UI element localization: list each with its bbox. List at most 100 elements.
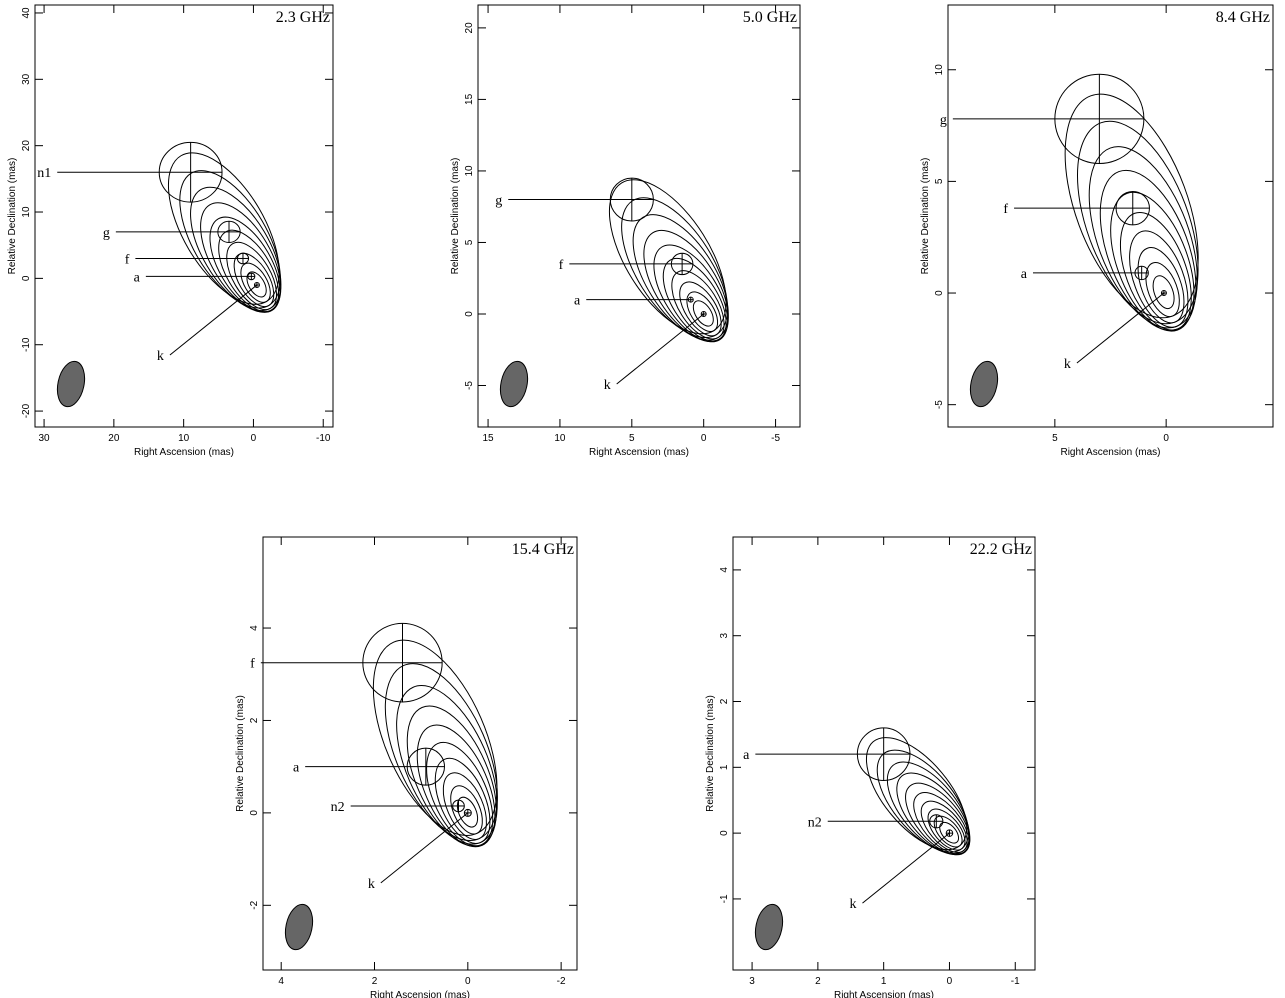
beam — [967, 359, 1002, 409]
component-label: k — [604, 378, 611, 393]
x-tick-label: 10 — [554, 433, 566, 444]
component-label: a — [1021, 267, 1028, 282]
y-tick-label: 0 — [21, 275, 32, 281]
frequency-label: 22.2 GHz — [970, 541, 1032, 558]
x-tick-label: 0 — [251, 433, 257, 444]
y-tick-label: 15 — [464, 93, 475, 105]
y-tick-label: 0 — [719, 830, 730, 836]
x-tick-label: 0 — [465, 976, 471, 987]
component-label: n2 — [331, 800, 345, 815]
x-tick-label: 5 — [629, 433, 635, 444]
x-tick-label: -2 — [557, 976, 566, 987]
y-tick-label: 2 — [719, 698, 730, 704]
x-axis-label: Right Ascension (mas) — [1060, 447, 1160, 458]
x-tick-label: 0 — [947, 976, 953, 987]
contour — [1129, 241, 1193, 329]
x-tick-label: 30 — [39, 433, 51, 444]
figure: 3020100-10-20-10010203040Right Ascension… — [0, 0, 1285, 998]
plot-frame — [478, 5, 800, 427]
y-tick-label: 10 — [464, 165, 475, 177]
y-tick-label: 3 — [719, 632, 730, 638]
y-tick-label: 40 — [21, 7, 32, 19]
x-tick-label: -10 — [316, 433, 331, 444]
y-tick-label: 10 — [21, 206, 32, 218]
y-tick-label: -10 — [21, 337, 32, 352]
component-label: g — [103, 226, 110, 241]
y-axis-label: Relative Declination (mas) — [920, 158, 931, 275]
component-label: a — [293, 761, 300, 776]
component-label: a — [574, 294, 581, 309]
x-tick-label: 5 — [1052, 433, 1058, 444]
component-label: k — [1064, 357, 1071, 372]
component-label: a — [134, 270, 141, 285]
component-label: g — [495, 194, 502, 209]
y-tick-label: -20 — [21, 403, 32, 418]
y-tick-label: 5 — [464, 239, 475, 245]
y-tick-label: -5 — [934, 400, 945, 409]
leader-line — [617, 314, 704, 384]
x-axis-label: Right Ascension (mas) — [589, 447, 689, 458]
y-tick-label: 20 — [464, 22, 475, 34]
x-tick-label: 2 — [815, 976, 821, 987]
component-label: f — [559, 258, 564, 273]
y-tick-label: 20 — [21, 140, 32, 152]
contour — [1081, 158, 1215, 344]
component-label: k — [849, 897, 856, 912]
component-label: k — [368, 877, 375, 892]
y-tick-label: 1 — [719, 764, 730, 770]
beam — [282, 902, 317, 952]
plot-frame — [263, 537, 577, 970]
y-tick-label: 0 — [464, 311, 475, 317]
y-tick-label: 0 — [249, 810, 260, 816]
component-label: f — [1003, 202, 1008, 217]
y-tick-label: 4 — [249, 625, 260, 631]
y-axis-label: Relative Declination (mas) — [235, 695, 246, 812]
contour — [639, 233, 742, 354]
x-axis-label: Right Ascension (mas) — [370, 990, 470, 998]
x-tick-label: 0 — [701, 433, 707, 444]
frequency-label: 8.4 GHz — [1216, 9, 1270, 26]
x-tick-label: 1 — [881, 976, 887, 987]
plot-frame — [948, 5, 1273, 427]
x-tick-label: 15 — [483, 433, 495, 444]
y-tick-label: -2 — [249, 900, 260, 909]
y-tick-label: 30 — [21, 73, 32, 85]
y-tick-label: 10 — [934, 64, 945, 76]
x-tick-label: 10 — [178, 433, 190, 444]
component-label: k — [157, 349, 164, 364]
contour — [184, 190, 297, 325]
y-tick-label: 0 — [934, 290, 945, 296]
contour — [362, 647, 520, 856]
y-tick-label: 4 — [719, 567, 730, 573]
y-tick-label: 2 — [249, 717, 260, 723]
component-label: a — [743, 748, 750, 763]
leader-line — [170, 285, 257, 355]
panel: 5 0 -5 0 5 10 Right Ascension (mas) Relative De… — [920, 5, 1273, 458]
contour — [627, 217, 745, 356]
frequency-label: 15.4 GHz — [512, 541, 574, 558]
component-label: f — [250, 657, 255, 672]
frequency-label: 2.3 GHz — [276, 9, 330, 26]
beam — [497, 359, 532, 409]
contour — [1038, 76, 1225, 335]
x-axis-label: Right Ascension (mas) — [834, 990, 934, 998]
component-label: n2 — [808, 815, 822, 830]
x-tick-label: 4 — [278, 976, 284, 987]
component-label: f — [125, 252, 130, 267]
x-tick-label: 0 — [1163, 433, 1169, 444]
x-tick-label: -1 — [1011, 976, 1020, 987]
y-tick-label: -1 — [719, 894, 730, 903]
x-tick-label: 3 — [749, 976, 755, 987]
x-tick-label: 20 — [108, 433, 120, 444]
x-tick-label: -5 — [771, 433, 780, 444]
component-label: g — [940, 113, 947, 128]
leader-line — [862, 833, 949, 903]
y-axis-label: Relative Declination (mas) — [450, 158, 461, 275]
y-tick-label: 5 — [934, 178, 945, 184]
leader-line — [1077, 293, 1164, 363]
contour — [1106, 203, 1205, 340]
